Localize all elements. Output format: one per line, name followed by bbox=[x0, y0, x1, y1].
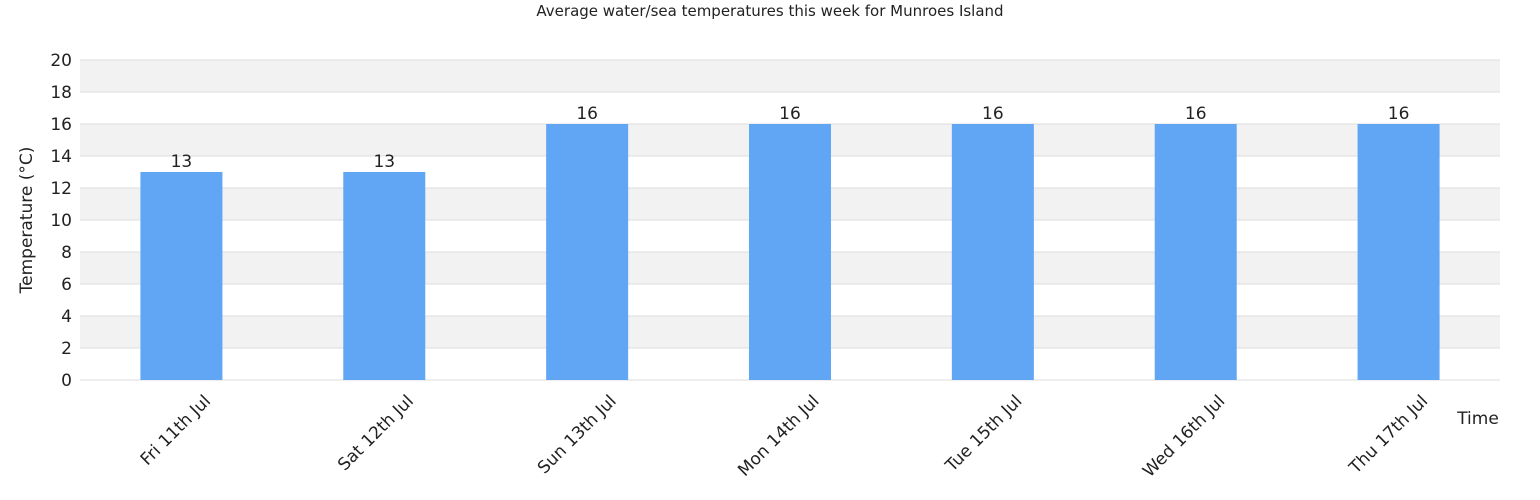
y-tick-label: 12 bbox=[50, 179, 72, 199]
y-tick-label: 0 bbox=[61, 371, 72, 391]
chart-title: Average water/sea temperatures this week… bbox=[536, 2, 1003, 20]
grid-band bbox=[80, 60, 1500, 92]
x-tick-label: Thu 17th Jul bbox=[1345, 391, 1432, 478]
bar bbox=[749, 124, 831, 380]
x-tick-label: Fri 11th Jul bbox=[137, 391, 215, 469]
bar bbox=[951, 124, 1034, 380]
bar bbox=[1357, 124, 1440, 380]
y-tick-label: 4 bbox=[61, 307, 72, 327]
data-label: 13 bbox=[373, 152, 395, 172]
y-tick-label: 2 bbox=[61, 339, 72, 359]
y-tick-label: 16 bbox=[50, 115, 72, 135]
y-tick-label: 20 bbox=[50, 51, 72, 71]
data-label: 16 bbox=[1185, 104, 1207, 124]
data-label: 13 bbox=[171, 152, 193, 172]
x-tick-label: Sat 12th Jul bbox=[334, 391, 418, 475]
x-axis-label: Time bbox=[1456, 409, 1499, 429]
bar bbox=[343, 172, 426, 380]
data-label: 16 bbox=[576, 104, 598, 124]
bar bbox=[546, 124, 629, 380]
y-tick-label: 18 bbox=[50, 83, 72, 103]
y-axis-label: Temperature (°C) bbox=[17, 147, 37, 295]
bar bbox=[1154, 124, 1237, 380]
x-tick-label: Mon 14th Jul bbox=[734, 391, 823, 480]
y-tick-label: 14 bbox=[50, 147, 72, 167]
y-tick-label: 8 bbox=[61, 243, 72, 263]
bar bbox=[140, 172, 223, 380]
x-tick-label: Wed 16th Jul bbox=[1139, 391, 1229, 481]
data-label: 16 bbox=[1388, 104, 1410, 124]
y-tick-label: 6 bbox=[61, 275, 72, 295]
data-label: 16 bbox=[779, 104, 801, 124]
x-tick-label: Tue 15th Jul bbox=[941, 391, 1026, 476]
data-label: 16 bbox=[982, 104, 1004, 124]
x-tick-label: Sun 13th Jul bbox=[534, 391, 621, 478]
y-tick-label: 10 bbox=[50, 211, 72, 231]
